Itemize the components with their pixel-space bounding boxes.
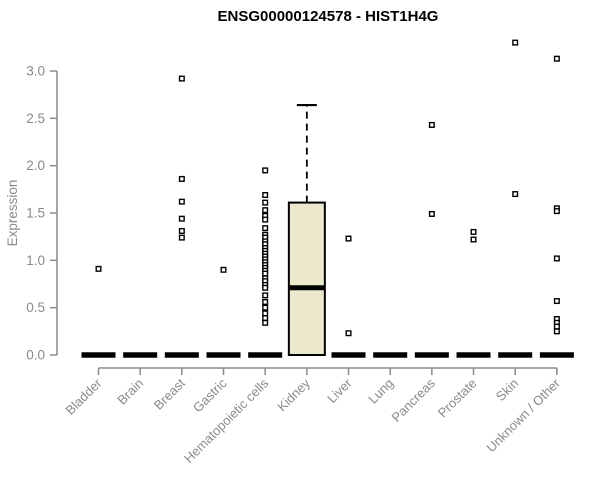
x-axis-category-label: Pancreas <box>389 375 439 425</box>
outlier-point <box>262 310 269 317</box>
y-axis-tick-label: 1.5 <box>26 205 45 220</box>
y-axis-tick-label: 2.0 <box>26 158 45 173</box>
box-hematopoietic-cells <box>248 167 283 358</box>
median-line <box>456 352 491 358</box>
outlier-point <box>553 328 560 335</box>
box-prostate <box>456 228 491 358</box>
median-line <box>206 352 241 358</box>
outlier-point <box>553 323 560 330</box>
outlier-point <box>262 298 269 305</box>
outlier-point <box>178 75 185 82</box>
outlier-point <box>345 235 352 242</box>
x-axis-category-label: Gastric <box>190 375 230 415</box>
outlier-point <box>262 192 269 199</box>
median-line <box>164 352 199 358</box>
outlier-point <box>553 208 560 215</box>
box-bladder <box>81 265 116 358</box>
outlier-point <box>512 191 519 198</box>
y-axis-tick-label: 0.5 <box>26 300 45 315</box>
median-line <box>81 352 116 358</box>
box-pancreas <box>414 121 449 358</box>
outlier-point <box>262 199 269 206</box>
outlier-point <box>178 198 185 205</box>
outlier-point <box>262 216 269 223</box>
outlier-point <box>262 270 269 277</box>
box-lung <box>373 352 408 358</box>
box-brain <box>123 352 158 358</box>
box-kidney <box>287 103 326 356</box>
outlier-point <box>178 234 185 241</box>
x-axis-category-label: Prostate <box>435 376 480 421</box>
outlier-point <box>553 55 560 62</box>
y-axis-tick-label: 3.0 <box>26 63 45 78</box>
x-axis-category-label: Bladder <box>62 375 105 418</box>
box-breast <box>164 75 199 358</box>
outlier-point <box>178 175 185 182</box>
outlier-point <box>345 330 352 337</box>
y-axis-tick-label: 1.0 <box>26 253 45 268</box>
outlier-point <box>95 265 102 272</box>
outlier-point <box>428 121 435 128</box>
outlier-point <box>262 315 269 322</box>
median-line <box>414 352 449 358</box>
box-liver <box>331 235 366 358</box>
median-line <box>539 352 574 358</box>
y-axis-title: Expression <box>5 180 20 247</box>
median-line <box>248 352 283 358</box>
outlier-point <box>470 236 477 243</box>
median-line <box>331 352 366 358</box>
box-gastric <box>206 266 241 358</box>
outlier-point <box>470 228 477 235</box>
y-axis-tick-label: 2.5 <box>26 111 45 126</box>
outlier-point <box>262 304 269 311</box>
y-axis-tick-label: 0.0 <box>26 348 45 363</box>
outlier-point <box>262 207 269 214</box>
median-line <box>498 352 533 358</box>
outlier-point <box>553 255 560 262</box>
outlier-point <box>262 225 269 232</box>
outlier-point <box>178 227 185 234</box>
boxplot-series <box>81 39 574 358</box>
median-line <box>123 352 158 358</box>
outlier-point <box>220 266 227 273</box>
outlier-point <box>553 298 560 305</box>
chart-title: ENSG00000124578 - HIST1H4G <box>218 8 439 25</box>
outlier-point <box>178 215 185 222</box>
x-axis-category-label: Unknown / Other <box>483 375 563 455</box>
outlier-point <box>512 39 519 46</box>
median-line <box>373 352 408 358</box>
x-axis-category-label: Kidney <box>274 375 313 414</box>
outlier-point <box>262 167 269 174</box>
outlier-point <box>262 292 269 299</box>
box-skin <box>498 39 533 358</box>
x-axis-category-label: Lung <box>365 376 396 407</box>
x-axis-category-label: Skin <box>493 376 521 404</box>
x-axis-category-label: Brain <box>114 376 146 408</box>
box-rect <box>287 201 326 356</box>
outlier-point <box>428 210 435 217</box>
x-axis-category-label: Liver <box>324 375 355 406</box>
outlier-point <box>262 319 269 326</box>
outlier-point <box>262 284 269 291</box>
box-unknown-other <box>539 55 574 358</box>
x-axis-category-label: Breast <box>151 375 188 412</box>
